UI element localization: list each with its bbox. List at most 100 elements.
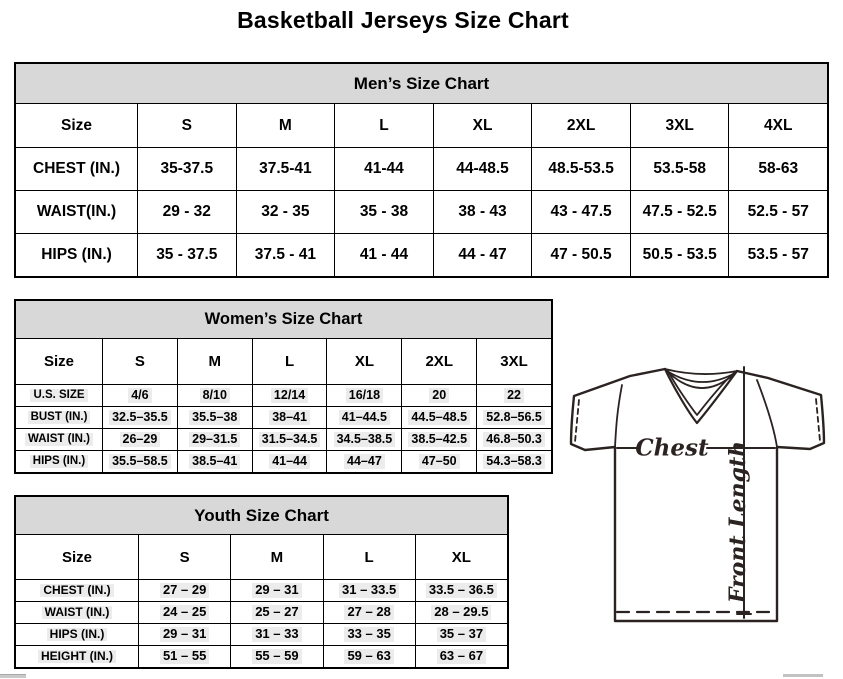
size-value-cell: 52.5 - 57	[728, 191, 827, 233]
cell-text: 4/6	[128, 388, 152, 403]
column-header-cell: XL	[432, 104, 532, 147]
cell-text: 54.3–58.3	[483, 454, 545, 469]
size-value-cell: 50.5 - 53.5	[629, 234, 729, 276]
table-row: CHEST (IN.) 35-37.5 37.5-41 41-44 44-48.5 48.…	[16, 147, 827, 190]
cell-text: 26–29	[119, 432, 161, 447]
column-header-cell: S	[138, 535, 230, 579]
size-value-cell: 35 - 37.5	[137, 234, 236, 276]
size-value-cell: 43 - 47.5	[531, 191, 630, 233]
cell-text: XL	[451, 548, 471, 566]
cell-text: 22	[504, 388, 524, 403]
cell-text: 43 - 47.5	[550, 203, 612, 220]
scrollbar-fragment-right	[783, 674, 823, 677]
youth-size-table: Youth Size Chart Size S M L XL CHEST (IN.) 27 –…	[14, 495, 509, 669]
women-table-caption: Women’s Size Chart	[16, 301, 551, 339]
cell-text: 35.5–38	[189, 410, 241, 425]
cell-text: L	[364, 548, 374, 566]
size-value-cell: 53.5 - 57	[728, 234, 827, 276]
size-value-cell: 47–50	[401, 451, 476, 472]
cell-text: BUST (IN.)	[27, 410, 91, 425]
women-size-table: Women’s Size Chart Size S M L XL 2XL 3XL U.S. SI…	[14, 299, 553, 474]
cell-text: 59 – 63	[344, 648, 394, 664]
size-value-cell: 32 - 35	[235, 191, 335, 233]
size-value-cell: 25 – 27	[230, 602, 322, 623]
cell-text: 31 – 33.5	[339, 582, 400, 598]
size-value-cell: 35-37.5	[137, 148, 236, 190]
cell-text: 38–41	[269, 410, 310, 425]
size-value-cell: 37.5 - 41	[235, 234, 335, 276]
table-row: HIPS (IN.) 35 - 37.5 37.5 - 41 41 - 44 44 - …	[16, 233, 827, 276]
page-title: Basketball Jerseys Size Chart	[237, 7, 569, 33]
size-value-cell: 35 – 37	[414, 624, 507, 645]
table-row: HIPS (IN.) 35.5–58.5 38.5–41 41–44 44–47 47–5…	[16, 450, 551, 472]
cell-text: 52.8–56.5	[483, 410, 545, 425]
size-value-cell: 27 – 29	[138, 580, 230, 601]
cell-text: 41–44	[269, 454, 310, 469]
cell-text: 3XL	[500, 353, 528, 370]
cell-text: HIPS (IN.)	[41, 246, 112, 263]
cell-text: 52.5 - 57	[747, 203, 809, 220]
cell-text: 44 - 47	[458, 246, 507, 263]
row-label-cell: HEIGHT (IN.)	[16, 646, 138, 667]
cell-text: CHEST (IN.)	[33, 160, 120, 177]
cell-text: 29–31.5	[189, 432, 241, 447]
cell-text: HIPS (IN.)	[46, 627, 108, 642]
row-label-cell: WAIST (IN.)	[16, 602, 138, 623]
men-table-caption: Men’s Size Chart	[16, 64, 827, 104]
size-value-cell: 20	[401, 385, 476, 406]
cell-text: 48.5-53.5	[548, 160, 614, 177]
size-value-cell: 48.5-53.5	[531, 148, 630, 190]
cell-text: M	[270, 548, 284, 566]
column-header-cell: XL	[326, 339, 401, 384]
cell-text: S	[179, 548, 190, 566]
front-length-line	[736, 366, 752, 619]
table-row: WAIST(IN.) 29 - 32 32 - 35 35 - 38 38 - 43 43…	[16, 190, 827, 233]
size-value-cell: 44-48.5	[432, 148, 532, 190]
column-header-cell: L	[322, 535, 415, 579]
column-header-cell: 3XL	[629, 104, 729, 147]
size-value-cell: 28 – 29.5	[414, 602, 507, 623]
table-row: BUST (IN.) 32.5–35.5 35.5–38 38–41 41–44.5 44…	[16, 406, 551, 428]
row-label-cell: HIPS (IN.)	[16, 234, 137, 276]
size-value-cell: 24 – 25	[138, 602, 230, 623]
cell-text: 27 – 28	[344, 604, 394, 620]
cell-text: 35-37.5	[160, 160, 214, 177]
size-value-cell: 29 – 31	[230, 580, 322, 601]
cell-text: 2XL	[425, 353, 453, 370]
size-value-cell: 31 – 33	[230, 624, 322, 645]
size-value-cell: 46.8–50.3	[476, 429, 551, 450]
cell-text: 35 - 38	[359, 203, 409, 220]
column-header-cell: 2XL	[531, 104, 630, 147]
column-header-cell: L	[251, 339, 327, 384]
cell-text: M	[278, 116, 292, 134]
cell-text: 16/18	[345, 388, 384, 403]
size-value-cell: 41–44.5	[326, 407, 401, 428]
men-size-table: Men’s Size Chart Size S M L XL 2XL 3XL 4XL CHEST …	[14, 62, 829, 278]
row-label-cell: HIPS (IN.)	[16, 451, 102, 472]
column-header-cell: L	[334, 104, 433, 147]
size-value-cell: 51 – 55	[138, 646, 230, 667]
size-value-cell: 38 - 43	[432, 191, 532, 233]
cell-text: 47 - 50.5	[550, 246, 612, 263]
size-value-cell: 41-44	[334, 148, 433, 190]
cell-text: 41-44	[364, 160, 404, 177]
sleeve-seam-right	[756, 379, 778, 448]
youth-table-caption: Youth Size Chart	[16, 497, 507, 535]
size-value-cell: 44 - 47	[432, 234, 532, 276]
cell-text: 44.5–48.5	[408, 410, 471, 425]
size-value-cell: 37.5-41	[235, 148, 335, 190]
size-value-cell: 52.8–56.5	[476, 407, 551, 428]
size-value-cell: 44–47	[326, 451, 401, 472]
cell-text: 46.8–50.3	[483, 432, 545, 447]
table-row: Size S M L XL 2XL 3XL	[16, 339, 551, 384]
sleeve-cuff-dash-right	[815, 398, 821, 442]
row-label-cell: U.S. SIZE	[16, 385, 102, 406]
cell-text: 24 – 25	[159, 604, 210, 620]
column-header-cell: M	[235, 104, 335, 147]
table-row: WAIST (IN.) 24 – 25 25 – 27 27 – 28 28 – 29.…	[16, 601, 507, 623]
cell-text: WAIST (IN.)	[25, 432, 93, 447]
front-length-label: Front Length	[725, 441, 751, 604]
size-value-cell: 31 – 33.5	[322, 580, 415, 601]
cell-text: 47.5 - 52.5	[642, 203, 717, 220]
